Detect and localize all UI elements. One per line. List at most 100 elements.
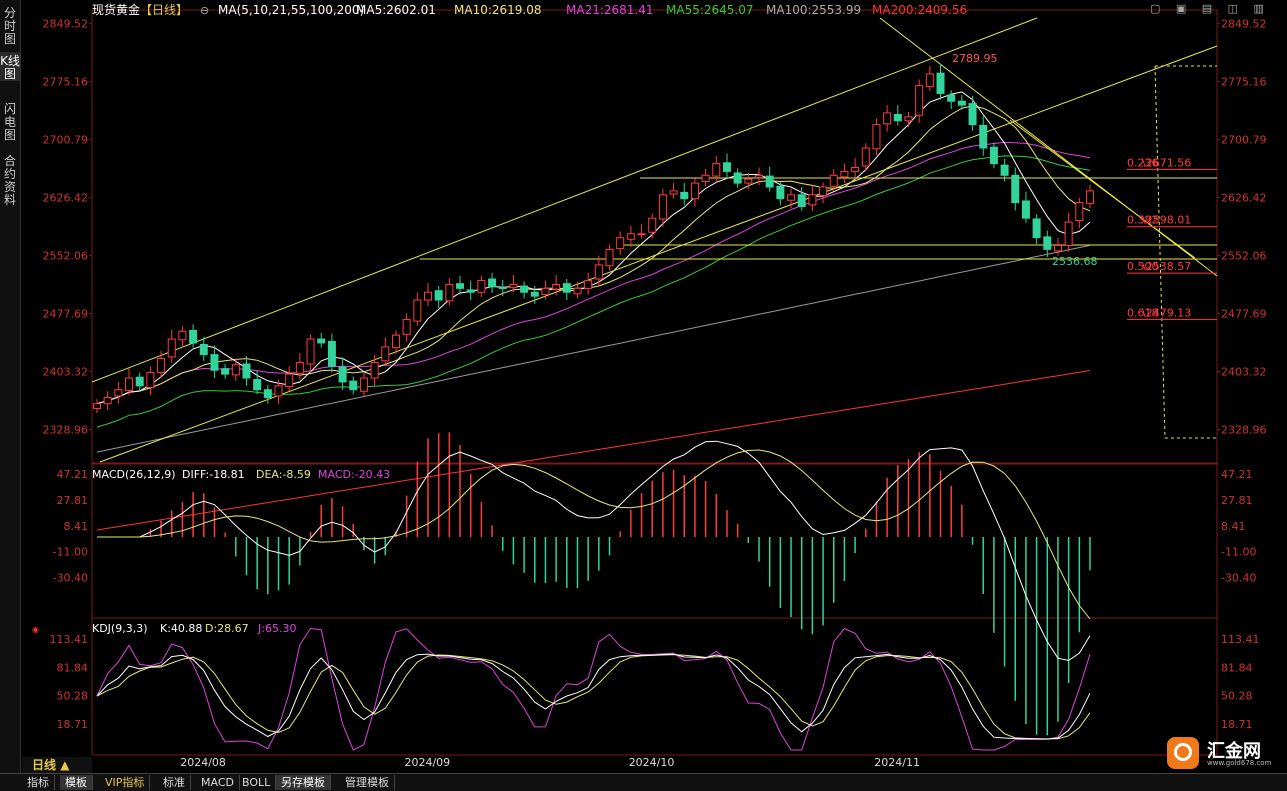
bottom-toolbar: 指标 模板 VIP指标 标准 MACD BOLL 另存模板 管理模板 bbox=[0, 773, 1287, 791]
candle-body bbox=[93, 403, 101, 409]
logo-icon bbox=[1167, 737, 1199, 769]
ma-value-1: MA10:2619.08 bbox=[454, 3, 542, 17]
kdj-d-line bbox=[96, 654, 1091, 740]
sidebar-tab-2[interactable]: 闪电图 bbox=[3, 102, 16, 142]
sidebar-tab-3[interactable]: 合约资料 bbox=[3, 154, 16, 207]
candle-body bbox=[135, 376, 144, 387]
candle-body bbox=[840, 170, 849, 178]
chart-canvas[interactable]: 2849.52 2849.52 2775.16 2775.16 2700.79 2700.… bbox=[0, 0, 1287, 773]
candle-body bbox=[957, 100, 966, 106]
candle-body bbox=[477, 280, 486, 293]
candle-body bbox=[381, 346, 390, 362]
bottom-tab-5[interactable]: BOLL bbox=[237, 775, 277, 790]
ma21-line bbox=[96, 141, 1091, 405]
fib-value: \2671.56 bbox=[1142, 156, 1191, 169]
candle-body bbox=[285, 373, 294, 388]
kdj-dot-icon: ◉ bbox=[32, 625, 39, 634]
candle-body bbox=[744, 178, 753, 184]
candle-body bbox=[883, 112, 892, 125]
y-tick-left: 2477.69 bbox=[43, 308, 89, 321]
candle-body bbox=[1053, 244, 1062, 252]
sidebar-tab-1[interactable]: K线图 bbox=[0, 52, 20, 81]
x-tick-label: 2024/10 bbox=[629, 756, 675, 769]
kdj-k-line bbox=[96, 653, 1091, 740]
fib-value: \2538.57 bbox=[1142, 260, 1191, 273]
fib-path bbox=[1154, 65, 1217, 439]
sidebar-tab-0[interactable]: 分时图 bbox=[3, 6, 16, 46]
candle-body bbox=[829, 174, 838, 187]
fib-ratio: 0.382 bbox=[1127, 214, 1159, 227]
ma-label: MA(5,10,21,55,100,200) bbox=[218, 3, 364, 17]
candle-body bbox=[189, 329, 198, 344]
candle-body bbox=[872, 124, 881, 150]
candle-body bbox=[584, 280, 593, 289]
macd-tick-right: -30.40 bbox=[1221, 571, 1256, 584]
candle-body bbox=[1075, 202, 1084, 222]
bottom-tab-6[interactable]: 另存模板 bbox=[276, 775, 331, 790]
candle-body bbox=[327, 340, 336, 367]
y-tick-right: 2403.32 bbox=[1221, 366, 1267, 379]
candle-body bbox=[210, 354, 219, 371]
candle-body bbox=[1021, 200, 1030, 219]
y-tick-left: 2403.32 bbox=[43, 366, 89, 379]
macd-diff: DIFF:-18.81 bbox=[182, 468, 245, 481]
fib-value: \2479.13 bbox=[1142, 306, 1191, 319]
ma-value-0: MA5:2602.01 bbox=[356, 3, 436, 17]
kdj-tick-left: 50.28 bbox=[57, 690, 89, 703]
candle-body bbox=[989, 146, 998, 165]
candle-body bbox=[936, 72, 945, 94]
macd-dea: DEA:-8.59 bbox=[256, 468, 311, 481]
bottom-tab-0[interactable]: 指标 bbox=[22, 775, 55, 790]
x-tick-label: 2024/08 bbox=[180, 756, 226, 769]
candle-body bbox=[167, 338, 176, 358]
candle-body bbox=[968, 103, 977, 126]
candle-body bbox=[755, 174, 763, 179]
candle-body bbox=[509, 283, 518, 289]
fib-ratio: 0.236 bbox=[1127, 156, 1159, 169]
fib-value: \2598.01 bbox=[1142, 214, 1191, 227]
candle-body bbox=[402, 319, 411, 335]
low-annotation: 2536.68 bbox=[1052, 255, 1098, 268]
candle-body bbox=[1086, 190, 1094, 204]
candle-body bbox=[359, 377, 368, 392]
period-label[interactable]: 日线 ▲ bbox=[22, 757, 92, 773]
candle-body bbox=[573, 287, 582, 295]
candle-body bbox=[146, 372, 155, 388]
candle-body bbox=[413, 299, 422, 322]
kdj-tick-left: 18.71 bbox=[57, 718, 89, 731]
macd-tick-left: -30.40 bbox=[53, 571, 88, 584]
candle-body bbox=[498, 287, 507, 290]
y-tick-right: 2328.96 bbox=[1221, 424, 1267, 437]
bottom-tab-2[interactable]: VIP指标 bbox=[100, 775, 151, 790]
candle-body bbox=[274, 385, 283, 397]
bottom-tab-1[interactable]: 模板 bbox=[60, 775, 93, 790]
candle-body bbox=[669, 190, 678, 195]
kdj-tick-right: 81.84 bbox=[1221, 661, 1253, 674]
ma-value-4: MA100:2553.99 bbox=[766, 3, 861, 17]
candle-body bbox=[349, 380, 358, 391]
candle-body bbox=[893, 113, 902, 122]
candle-body bbox=[391, 334, 400, 349]
candle-body bbox=[157, 358, 166, 374]
y-tick-right: 2849.52 bbox=[1221, 18, 1267, 31]
candle-body bbox=[626, 233, 635, 240]
candle-body bbox=[915, 85, 924, 116]
kdj-tick-right: 18.71 bbox=[1221, 718, 1253, 731]
candle-body bbox=[701, 174, 710, 183]
fib-ratio: 0.500 bbox=[1127, 260, 1159, 273]
window-controls[interactable]: ▢ ▣ ▤ ◫ ▥ bbox=[1150, 2, 1270, 15]
candle-body bbox=[466, 289, 475, 293]
bottom-tab-4[interactable]: MACD bbox=[196, 775, 240, 790]
candle-body bbox=[605, 248, 614, 267]
ma-value-3: MA55:2645.07 bbox=[666, 3, 754, 17]
gold678-logo: 汇金网 www.gold678.com bbox=[1165, 735, 1285, 771]
candle-body bbox=[690, 182, 699, 200]
macd-dea-line bbox=[97, 449, 1091, 620]
trend-down-2 bbox=[1009, 119, 1196, 259]
bottom-tab-3[interactable]: 标准 bbox=[158, 775, 191, 790]
ma200-line bbox=[96, 370, 1091, 531]
bottom-tab-7[interactable]: 管理模板 bbox=[340, 775, 395, 790]
ma100-line bbox=[96, 244, 1091, 453]
candle-body bbox=[295, 361, 304, 374]
high-annotation: 2789.95 bbox=[952, 52, 998, 65]
